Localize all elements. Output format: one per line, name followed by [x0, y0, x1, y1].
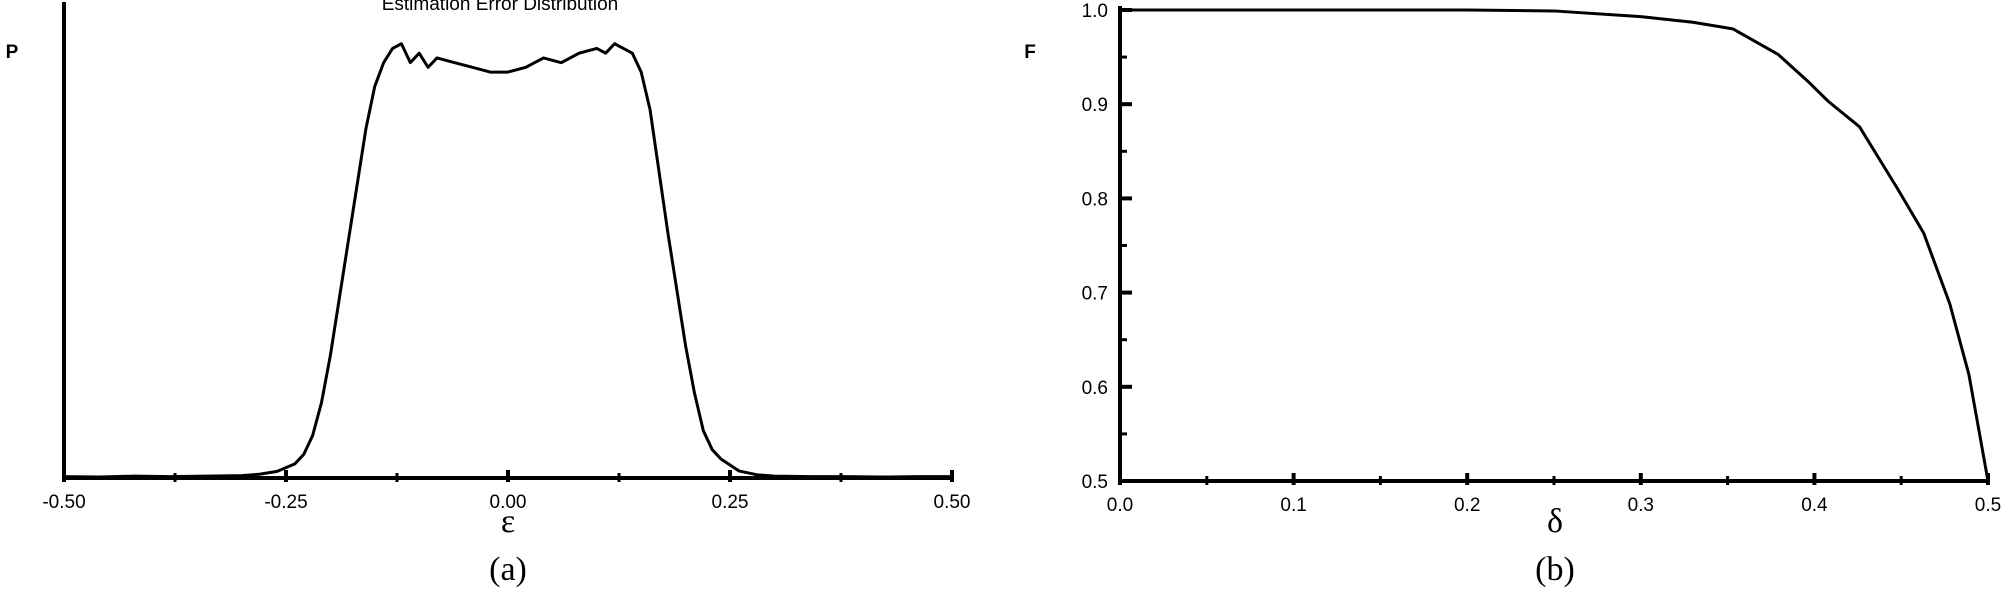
x-axis-label: δ [1547, 503, 1563, 540]
y-tick-label: 1.0 [1082, 1, 1108, 22]
caption: (b) [1535, 551, 1575, 588]
x-tick-label: -0.50 [42, 492, 85, 513]
x-tick-label: 0.50 [934, 492, 971, 513]
x-tick-label: 0.25 [712, 492, 749, 513]
x-tick-label: 0.0 [1107, 495, 1133, 516]
y-tick-label: 0.6 [1082, 378, 1108, 399]
x-axis-label: ε [501, 503, 515, 540]
x-tick-label: 0.00 [490, 492, 527, 513]
caption: (a) [489, 551, 527, 588]
chart-title: Estimation Error Distribution [382, 0, 619, 15]
x-tick-label: -0.25 [264, 492, 307, 513]
x-tick-label: 0.1 [1280, 495, 1306, 516]
x-tick-label: 0.4 [1801, 495, 1828, 516]
x-tick-label: 0.5 [1975, 495, 2001, 516]
y-tick-label: 0.7 [1082, 284, 1108, 305]
x-tick-label: 0.3 [1628, 495, 1654, 516]
y-axis-label: P [6, 42, 19, 63]
y-tick-label: 0.5 [1082, 472, 1108, 493]
x-tick-label: 0.2 [1454, 495, 1480, 516]
y-axis-label: F [1024, 42, 1036, 63]
y-tick-label: 0.9 [1082, 95, 1108, 116]
y-tick-label: 0.8 [1082, 189, 1108, 210]
data-line [1120, 8, 1990, 482]
data-line [63, 42, 952, 479]
